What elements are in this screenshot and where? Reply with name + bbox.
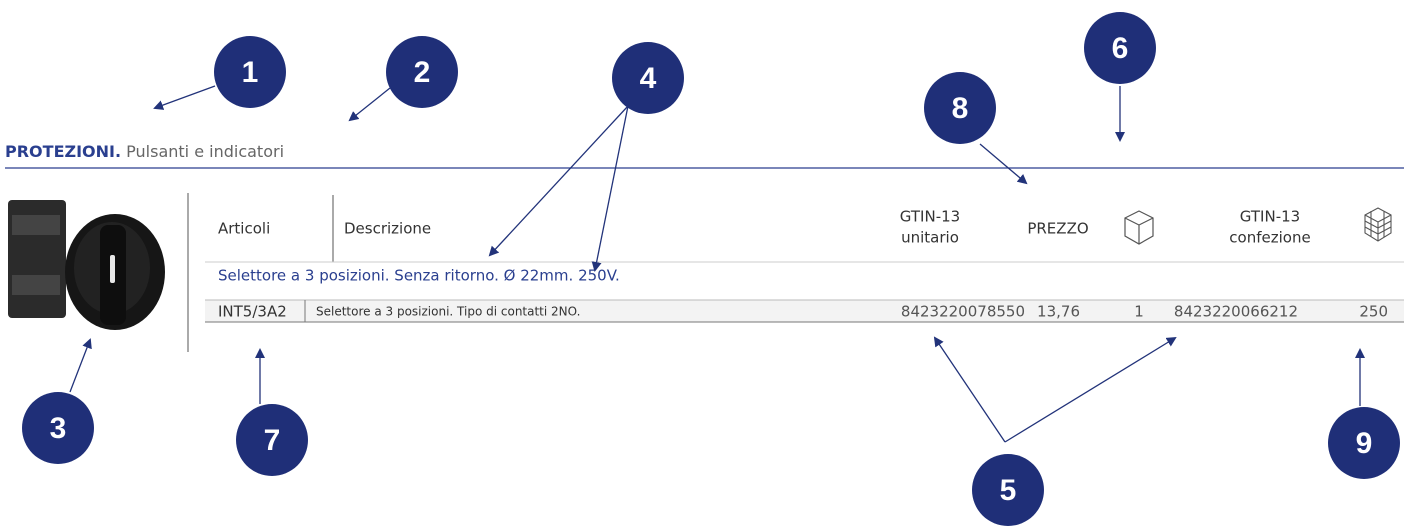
- callout-number: 1: [242, 56, 259, 89]
- group-title: Selettore a 3 posizioni. Senza ritorno. …: [218, 267, 620, 285]
- callout-number: 9: [1356, 427, 1373, 460]
- callout-number: 4: [640, 62, 657, 95]
- row-background: [205, 300, 1404, 322]
- callout-circle: [236, 404, 308, 476]
- header-cell: unitario: [901, 229, 959, 247]
- unit-qty: 1: [1134, 303, 1144, 321]
- article-code: INT5/3A2: [218, 303, 287, 321]
- header-cell: Articoli: [218, 220, 270, 238]
- callout-circle: [612, 42, 684, 114]
- product-image: [8, 200, 165, 330]
- callout-number: 5: [1000, 474, 1017, 507]
- section-title: PROTEZIONI. Pulsanti e indicatori: [5, 142, 284, 161]
- callout-number: 7: [264, 424, 281, 457]
- category: PROTEZIONI.: [5, 142, 121, 161]
- callout-number: 2: [414, 56, 431, 89]
- callout-circle: [1084, 12, 1156, 84]
- header-cell: GTIN-13: [1240, 208, 1300, 226]
- gtin-pack: 8423220066212: [1174, 303, 1298, 321]
- header-cell: Descrizione: [344, 220, 431, 238]
- arrows: [69, 85, 1365, 443]
- callout-number: 3: [50, 412, 67, 445]
- callout-circle: [1328, 407, 1400, 479]
- header-cell: PREZZO: [1027, 220, 1088, 238]
- callouts: 1 2 3 4 5 6 7 8 9: [22, 12, 1400, 526]
- unit-box-icon: [1124, 210, 1154, 245]
- callout-circle: [22, 392, 94, 464]
- callout-number: 6: [1112, 32, 1129, 65]
- callout-circle: [924, 72, 996, 144]
- callout-circle: [214, 36, 286, 108]
- price: 13,76: [1037, 303, 1080, 321]
- callout-circle: [386, 36, 458, 108]
- pack-qty: 250: [1359, 303, 1388, 321]
- header-cell: confezione: [1229, 229, 1310, 247]
- description: Selettore a 3 posizioni. Tipo di contatt…: [316, 305, 580, 319]
- gtin-unit: 8423220078550: [901, 303, 1025, 321]
- subtitle: Pulsanti e indicatori: [126, 142, 284, 161]
- header-cell: GTIN-13: [900, 208, 960, 226]
- callout-number: 8: [952, 92, 969, 125]
- pack-box-icon: [1364, 207, 1392, 242]
- callout-circle: [972, 454, 1044, 526]
